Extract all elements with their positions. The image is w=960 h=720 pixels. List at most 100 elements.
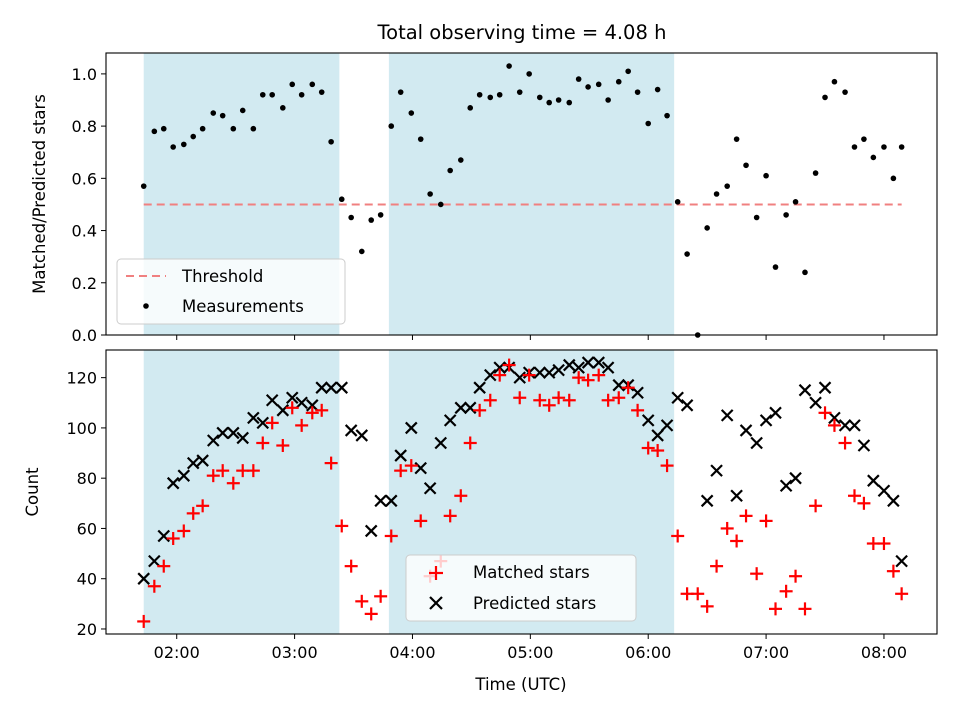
predicted-marker	[739, 424, 753, 437]
measurement-point	[783, 212, 789, 218]
matched-marker	[838, 436, 852, 450]
matched-marker	[651, 444, 665, 458]
x-tick-label: 02:00	[154, 643, 200, 662]
matched-marker	[877, 537, 891, 551]
shaded-region	[143, 350, 340, 634]
matched-marker	[285, 401, 299, 415]
predicted-marker	[798, 383, 812, 397]
x-tick-label: 06:00	[625, 643, 671, 662]
matched-marker	[246, 464, 260, 478]
predicted-marker	[384, 494, 398, 508]
matched-marker	[886, 564, 900, 578]
measurement-point	[684, 251, 690, 257]
predicted-marker	[434, 436, 448, 450]
measurement-point	[555, 97, 562, 103]
measurement-point	[408, 110, 415, 116]
predicted-marker	[700, 494, 714, 508]
measurement-point	[664, 112, 670, 119]
matched-marker	[809, 499, 823, 513]
matched-marker	[601, 393, 615, 407]
matched-marker	[315, 403, 329, 417]
measurement-point	[713, 191, 720, 197]
predicted-marker	[720, 409, 734, 422]
predicted-marker	[177, 469, 191, 482]
predicted-marker	[206, 434, 220, 447]
predicted-marker	[335, 381, 349, 394]
predicted-marker	[877, 484, 891, 498]
measurement-point	[645, 120, 652, 127]
matched-marker	[355, 594, 369, 608]
legend-measurements-label: Measurements	[182, 297, 304, 316]
bottom-legend: Matched stars Predicted stars	[405, 554, 637, 622]
matched-marker	[414, 514, 428, 528]
matched-marker	[166, 531, 180, 545]
measurement-point	[615, 78, 622, 85]
matched-marker	[196, 499, 210, 513]
matched-marker	[522, 368, 536, 382]
predicted-marker	[374, 494, 387, 508]
matched-marker	[186, 506, 200, 520]
measurement-point	[298, 91, 305, 98]
x-tick-label: 08:00	[861, 643, 907, 662]
bottom-y-ticks: 20 40 60 80 100 120	[66, 369, 106, 639]
matched-marker	[147, 579, 161, 593]
measurement-point	[496, 91, 503, 98]
measurement-point	[654, 86, 661, 93]
measurement-point	[170, 144, 176, 150]
matched-marker	[502, 358, 516, 372]
predicted-marker	[631, 386, 644, 400]
predicted-marker	[236, 431, 250, 445]
predicted-marker	[463, 401, 477, 415]
chart-title: Total observing time = 4.08 h	[377, 21, 667, 44]
bottom-panel: 02:00 03:00 04:00 05:00 06:00 07:00 08:00 20 40…	[23, 349, 938, 694]
predicted-marker	[513, 371, 527, 384]
measurement-point	[259, 91, 266, 98]
measurement-point	[239, 107, 246, 114]
predicted-marker	[759, 414, 773, 427]
top-axes-frame	[105, 52, 938, 336]
predicted-marker	[315, 381, 328, 394]
predicted-marker	[730, 489, 743, 503]
predicted-marker	[305, 399, 319, 412]
predicted-marker	[651, 429, 664, 442]
matched-marker	[216, 464, 230, 478]
matched-marker	[265, 416, 279, 430]
bottom-axes-frame	[105, 349, 938, 635]
measurement-point	[625, 68, 631, 75]
predicted-marker	[256, 416, 270, 430]
y-tick-label: 0.6	[72, 169, 97, 188]
matched-marker	[473, 403, 487, 417]
measurement-point	[733, 136, 740, 142]
matched-marker	[443, 509, 457, 523]
matched-marker	[641, 441, 655, 455]
measurement-point	[377, 212, 384, 218]
y-tick-label: 20	[77, 620, 97, 639]
measurement-point	[368, 217, 375, 223]
predicted-marker	[414, 461, 427, 475]
matched-marker	[730, 534, 744, 548]
bottom-predicted-markers	[137, 356, 908, 585]
matched-marker	[562, 393, 576, 407]
predicted-marker	[493, 361, 506, 374]
matched-marker	[256, 436, 270, 450]
measurement-point	[898, 144, 905, 150]
matched-marker	[612, 391, 626, 405]
predicted-marker	[216, 426, 229, 440]
shaded-region	[388, 53, 675, 335]
matched-marker	[157, 559, 171, 573]
matched-marker	[404, 459, 418, 473]
matched-marker	[552, 391, 566, 405]
measurement-point	[566, 99, 573, 106]
x-tick-label: 03:00	[272, 643, 318, 662]
predicted-marker	[355, 429, 369, 442]
predicted-marker	[552, 363, 565, 377]
measurement-point	[822, 94, 828, 101]
matched-marker	[572, 371, 586, 385]
predicted-marker	[710, 464, 723, 477]
matched-marker	[581, 373, 595, 387]
matched-marker	[739, 509, 753, 523]
measurement-point	[674, 199, 681, 205]
measurement-point	[890, 175, 897, 182]
y-tick-label: 0.0	[72, 326, 97, 345]
measurement-point	[546, 99, 552, 106]
